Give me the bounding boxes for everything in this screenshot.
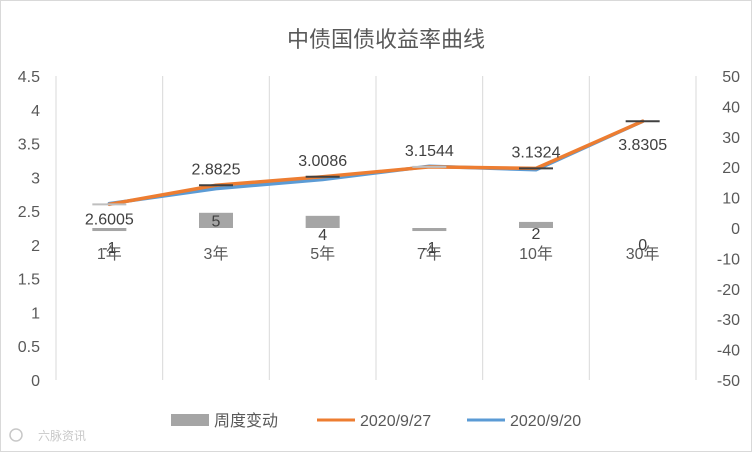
line-data-label: 3.8305 (618, 137, 667, 154)
watermark: 六脉资讯 (9, 428, 86, 443)
right-tick-label: 10 (722, 191, 740, 208)
right-tick-label: -50 (717, 373, 740, 390)
left-axis-ticks: 0 0.5 1 1.5 2 2.5 3 3.5 4 4.5 (18, 69, 40, 390)
left-tick-label: 0.5 (18, 339, 40, 356)
bar-weekly-change (199, 212, 233, 228)
category-label: 5年 (310, 245, 335, 263)
line-series-2020-9-27 (107, 119, 645, 207)
line-data-label: 3.1324 (512, 144, 561, 161)
watermark-text: 六脉资讯 (38, 428, 86, 443)
left-tick-label: 1 (31, 305, 40, 322)
bar-weekly-change (412, 228, 447, 232)
left-tick-label: 2.5 (18, 204, 40, 221)
category-label: 7年 (417, 245, 442, 263)
line-end-markers (92, 120, 660, 206)
line-data-label: 3.1544 (405, 143, 454, 160)
legend-label-line-1: 2020/9/27 (360, 413, 431, 430)
category-label: 1年 (97, 245, 122, 263)
right-tick-label: 20 (722, 160, 740, 177)
vertical-gridlines (55, 76, 697, 380)
bar-data-label: 2 (532, 226, 541, 243)
category-label: 3年 (204, 245, 229, 263)
left-tick-label: 4 (31, 103, 40, 120)
left-tick-label: 1.5 (18, 272, 40, 289)
line-data-label: 2.8825 (192, 161, 241, 178)
line-series (107, 119, 645, 207)
bar-data-label: 4 (318, 227, 327, 244)
bar-weekly-change (92, 228, 127, 232)
line-data-label: 3.0086 (298, 153, 347, 170)
bar-weekly-change (519, 221, 553, 228)
left-tick-label: 3.5 (18, 137, 40, 154)
watermark-logo-icon (9, 428, 23, 442)
left-tick-label: 0 (31, 373, 40, 390)
category-labels: 1年 3年 5年 7年 10年 30年 (97, 245, 660, 263)
category-label: 30年 (626, 245, 660, 263)
bar-data-label: 0 (638, 237, 647, 254)
chart-title: 中债国债收益率曲线 (287, 27, 485, 52)
left-tick-label: 3 (31, 170, 40, 187)
right-tick-label: -40 (717, 343, 740, 360)
legend-label-bar: 周度变动 (214, 412, 278, 430)
left-tick-label: 2 (31, 238, 40, 255)
bar-data-label: -1 (422, 240, 436, 257)
right-tick-label: -10 (717, 251, 740, 268)
right-tick-label: 0 (731, 221, 740, 238)
left-tick-label: 4.5 (18, 69, 40, 86)
right-tick-label: -20 (717, 282, 740, 299)
right-tick-label: -30 (717, 312, 740, 329)
right-tick-label: 50 (722, 69, 740, 86)
legend-label-line-2: 2020/9/20 (510, 413, 581, 430)
category-label: 10年 (519, 245, 553, 263)
bar-data-label: 5 (212, 213, 221, 230)
legend-swatch-bar (171, 414, 209, 426)
legend: 周度变动 2020/9/27 2020/9/20 (171, 412, 581, 430)
right-tick-label: 30 (722, 130, 740, 147)
data-labels: 2.6005 2.8825 3.0086 3.1544 3.1324 3.8305 -1 5 4… (85, 137, 667, 257)
right-tick-label: 40 (722, 99, 740, 116)
bar-series-weekly-change (92, 212, 553, 232)
right-axis-ticks: -50 -40 -30 -20 -10 0 10 20 30 40 50 (717, 69, 740, 390)
line-data-label: 2.6005 (85, 211, 134, 228)
bar-data-label: -1 (102, 240, 116, 257)
bar-weekly-change (305, 215, 340, 228)
